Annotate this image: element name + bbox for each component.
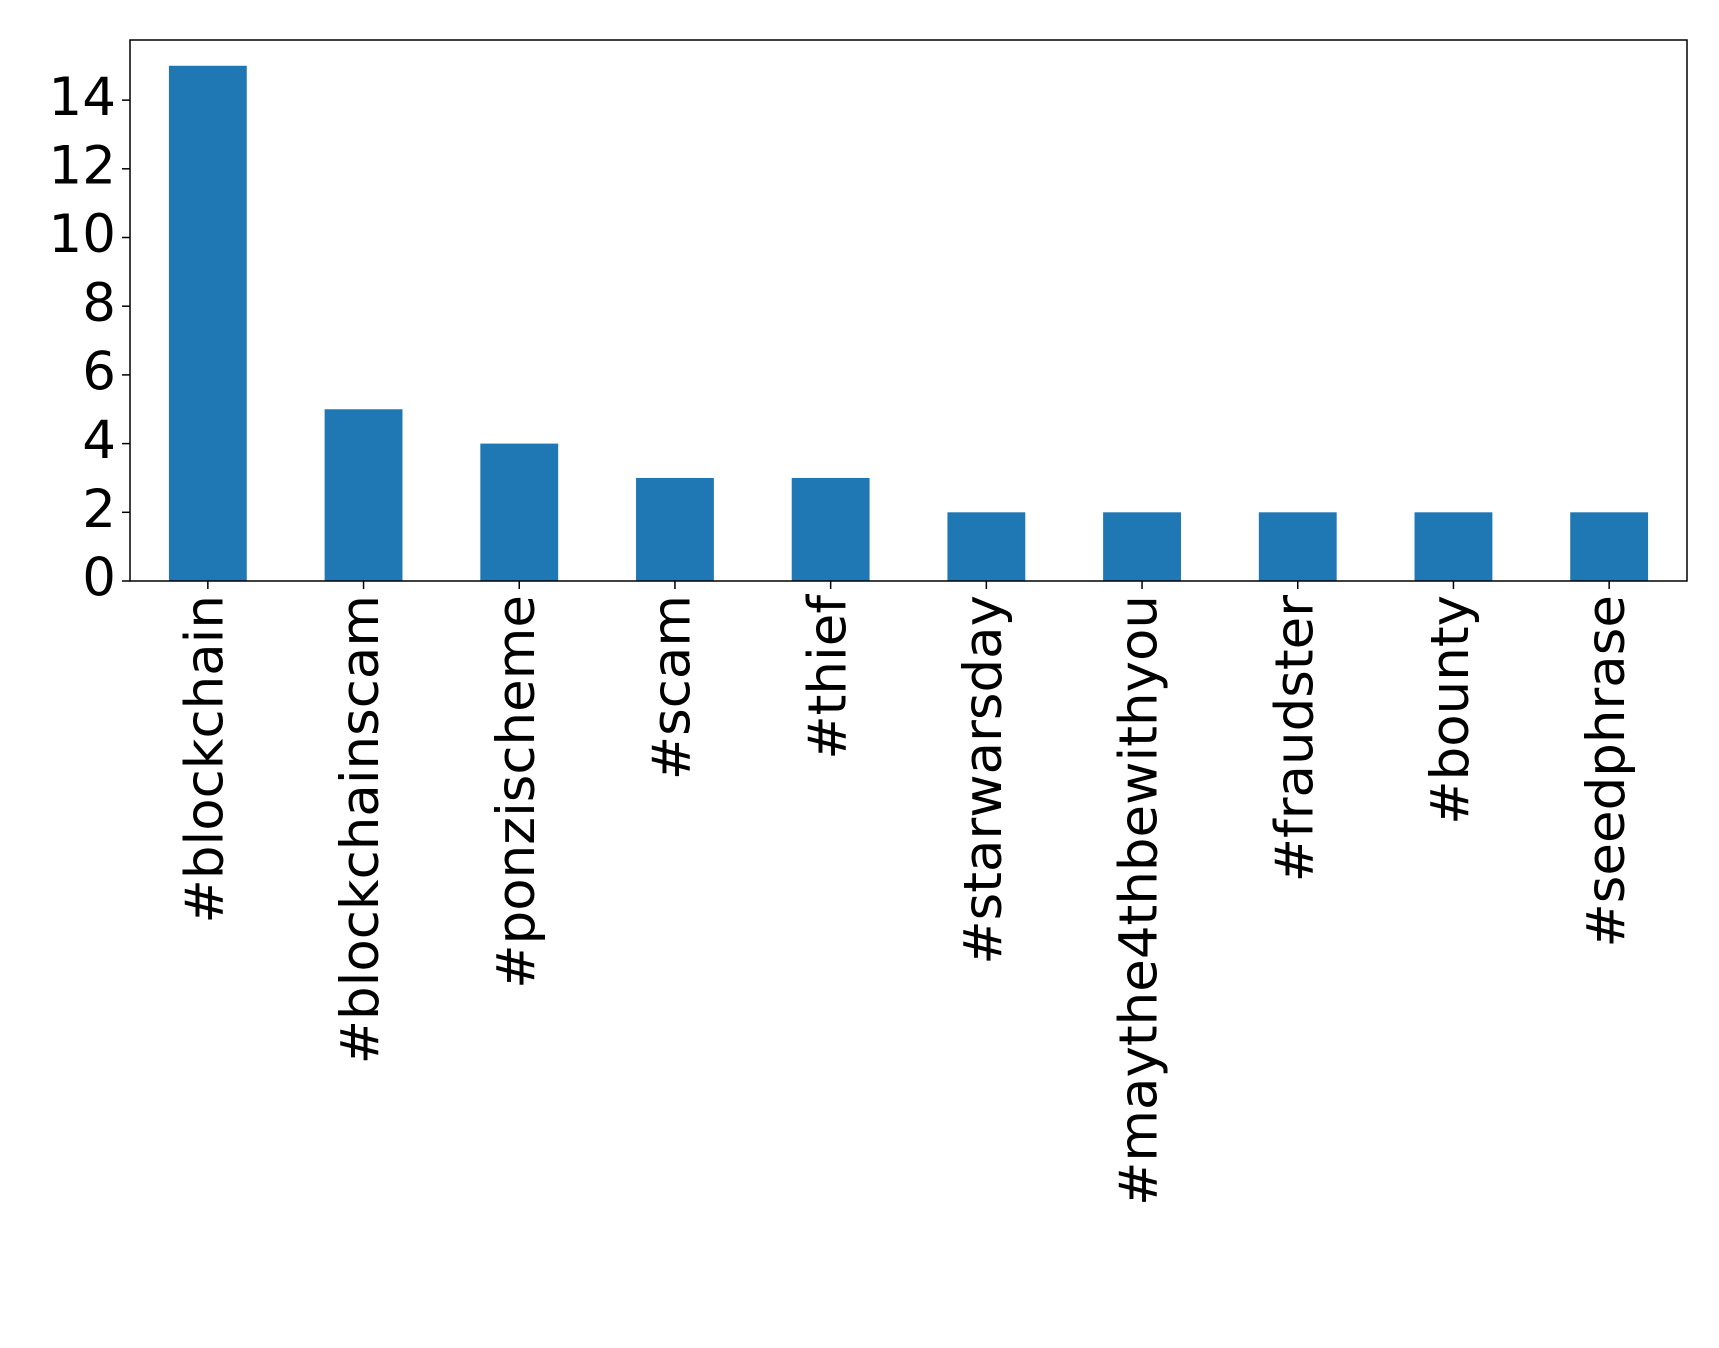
x-tick-label: #ponzischeme: [486, 595, 547, 989]
bar: [324, 409, 403, 581]
x-tick-label: #fraudster: [1264, 595, 1325, 883]
x-tick-label: #bounty: [1420, 595, 1481, 825]
bar: [947, 512, 1026, 581]
bar: [480, 443, 559, 581]
bar: [1570, 512, 1649, 581]
y-tick-label: 10: [49, 204, 116, 265]
bar: [1258, 512, 1337, 581]
x-tick-label: #starwarsday: [953, 595, 1014, 965]
x-tick-label: #blockchainscam: [330, 595, 391, 1064]
bar: [168, 65, 247, 581]
bar: [636, 477, 714, 581]
bar: [1414, 512, 1493, 581]
x-tick-label: #thief: [797, 594, 858, 760]
x-tick-label: #blockchain: [174, 595, 235, 924]
bar: [1103, 512, 1181, 581]
plot-frame: [129, 39, 1688, 582]
y-tick-label: 2: [82, 479, 116, 540]
y-tick-label: 12: [49, 135, 116, 196]
y-tick-label: 0: [82, 548, 116, 609]
bar: [791, 477, 870, 581]
y-tick-label: 14: [49, 67, 116, 128]
x-tick-label: #seedphrase: [1576, 595, 1637, 948]
x-tick-label: #maythe4thbewithyou: [1109, 595, 1170, 1206]
x-tick-label: #scam: [642, 595, 703, 780]
y-tick-label: 6: [82, 342, 116, 403]
y-tick-label: 8: [82, 273, 116, 334]
y-tick-label: 4: [82, 410, 116, 471]
